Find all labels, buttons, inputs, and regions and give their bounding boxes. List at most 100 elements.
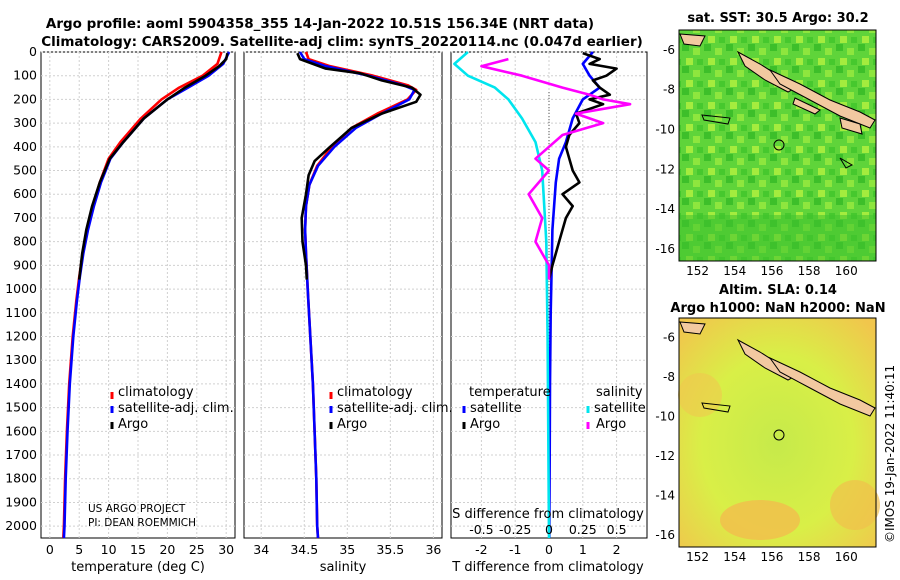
map-y-tick-label: -16: [655, 528, 675, 542]
legend-label-temp-argo: Argo: [470, 417, 500, 432]
depth-tick-label: 1100: [5, 305, 37, 320]
temperature-legend: climatology satellite-adj. clim. Argo: [110, 385, 234, 432]
sla-island: [768, 356, 876, 417]
map-x-tick-label: 154: [723, 550, 746, 564]
depth-tick-label: 1700: [5, 447, 37, 462]
map-x-tick-label: 158: [798, 550, 821, 564]
legend-label-sal-argo: Argo: [596, 417, 626, 432]
title-line-2: Climatology: CARS2009. Satellite-adj cli…: [41, 34, 643, 50]
depth-tick-label: 400: [13, 139, 37, 154]
s-tick-label: -0.5: [469, 522, 493, 537]
s-tick-label: 0.25: [569, 522, 597, 537]
legend-label-climatology: climatology: [118, 385, 194, 400]
credit-project: US ARGO PROJECT: [88, 503, 186, 515]
x-tick-label: 10: [101, 542, 117, 557]
map-y-tick-label: -6: [663, 43, 675, 57]
map-y-tick-label: -16: [655, 242, 675, 256]
legend-label-argo: Argo: [337, 417, 367, 432]
depth-tick-label: 1900: [5, 494, 37, 509]
legend-label-sal-satellite: satellite: [594, 401, 646, 416]
x-tick-label: 20: [159, 542, 175, 557]
map-y-tick-label: -12: [655, 162, 675, 176]
legend-title-salinity: salinity: [596, 385, 643, 400]
sst-island: [792, 97, 821, 115]
series-line-satellite-adj-clim-: [62, 51, 231, 539]
sst-frame: [678, 29, 877, 262]
sla-frame: [678, 317, 877, 548]
series-line-argo: [296, 52, 422, 280]
sst-cool-band: [679, 215, 876, 261]
legend-title-temperature: temperature: [469, 385, 551, 400]
sla-map-title-2: Argo h1000: NaN h2000: NaN: [670, 301, 885, 316]
map-ticks: 152 154 156 158 160 -6 -8 -10 -12 -14 -16 152 154 156…: [655, 43, 857, 564]
sla-map-title-1: Altim. SLA: 0.14: [719, 283, 837, 298]
depth-tick-label: 1300: [5, 352, 37, 367]
sst-argo-position: [773, 139, 785, 151]
sla-map: [678, 317, 880, 548]
map-y-tick-label: -6: [663, 331, 675, 345]
sst-island: [839, 117, 863, 135]
depth-tick-label: 100: [13, 68, 37, 83]
depth-tick-label: 1400: [5, 376, 37, 391]
x-tick-label: 25: [189, 542, 205, 557]
title-line-1: Argo profile: aoml 5904358_355 14-Jan-20…: [46, 16, 594, 32]
map-x-tick-label: 158: [798, 264, 821, 278]
legend-label-satellite: satellite-adj. clim.: [337, 401, 453, 416]
map-x-tick-label: 152: [686, 264, 709, 278]
legend-label-argo: Argo: [118, 417, 148, 432]
x-tick-label: -1: [509, 542, 521, 557]
map-y-tick-label: -12: [655, 449, 675, 463]
xlabel-salinity: salinity: [320, 560, 367, 575]
xlabel-temperature: temperature (deg C): [71, 560, 205, 575]
x-tick-label: 34: [253, 542, 269, 557]
sst-map: [678, 29, 877, 262]
x-tick-label: 1: [579, 542, 587, 557]
map-y-tick-label: -14: [655, 489, 675, 503]
x-tick-label: 34.5: [290, 542, 318, 557]
x-tick-label: 30: [218, 542, 234, 557]
credit-pi: PI: DEAN ROEMMICH: [88, 517, 196, 529]
sla-island: [679, 321, 706, 335]
series-line-salinity-satellite: [453, 51, 551, 539]
map-y-tick-label: -10: [655, 410, 675, 424]
map-y-tick-label: -10: [655, 123, 675, 137]
depth-tick-label: 1500: [5, 400, 37, 415]
grid-layer: [41, 51, 647, 538]
depth-tick-label: 2000: [5, 518, 37, 533]
x-tick-label: 35.5: [376, 542, 404, 557]
sst-map-title: sat. SST: 30.5 Argo: 30.2: [687, 11, 868, 26]
s-tick-label: 0.5: [607, 522, 627, 537]
map-y-tick-label: -8: [663, 83, 675, 97]
sst-island: [768, 68, 876, 129]
difference-legend: temperature salinity satellite Argo sate…: [462, 385, 646, 432]
depth-tick-label: 1600: [5, 423, 37, 438]
x-tick-label: 36: [425, 542, 441, 557]
imos-watermark: ©IMOS 19-Jan-2022 11:40:11: [883, 365, 897, 543]
sst-island: [701, 114, 731, 125]
salinity-legend: climatology satellite-adj. clim. Argo: [329, 385, 453, 432]
legend-label-satellite: satellite-adj. clim.: [118, 401, 234, 416]
sst-island: [679, 33, 706, 47]
x-tick-label: 0: [545, 542, 553, 557]
map-x-tick-label: 156: [760, 550, 783, 564]
series-line-argo: [77, 52, 229, 280]
depth-tick-label: 500: [13, 163, 37, 178]
sla-high-anomaly: [830, 480, 880, 530]
x-tick-label: 35: [339, 542, 355, 557]
map-x-tick-label: 154: [723, 264, 746, 278]
s-tick-label: 0: [545, 522, 553, 537]
x-tick-label: -2: [475, 542, 487, 557]
series-layer: [62, 51, 632, 539]
map-x-tick-label: 156: [760, 264, 783, 278]
depth-tick-label: 800: [13, 234, 37, 249]
depth-tick-label: 200: [13, 91, 37, 106]
map-x-tick-label: 160: [835, 264, 858, 278]
legend-label-climatology: climatology: [337, 385, 413, 400]
x-tick-label: 2: [613, 542, 621, 557]
tick-layer: 0100200300400500600700800900100011001200…: [5, 44, 626, 557]
map-x-tick-label: 160: [835, 550, 858, 564]
sla-island: [701, 402, 731, 413]
x-tick-label: 5: [75, 542, 83, 557]
sla-argo-position: [773, 429, 785, 441]
